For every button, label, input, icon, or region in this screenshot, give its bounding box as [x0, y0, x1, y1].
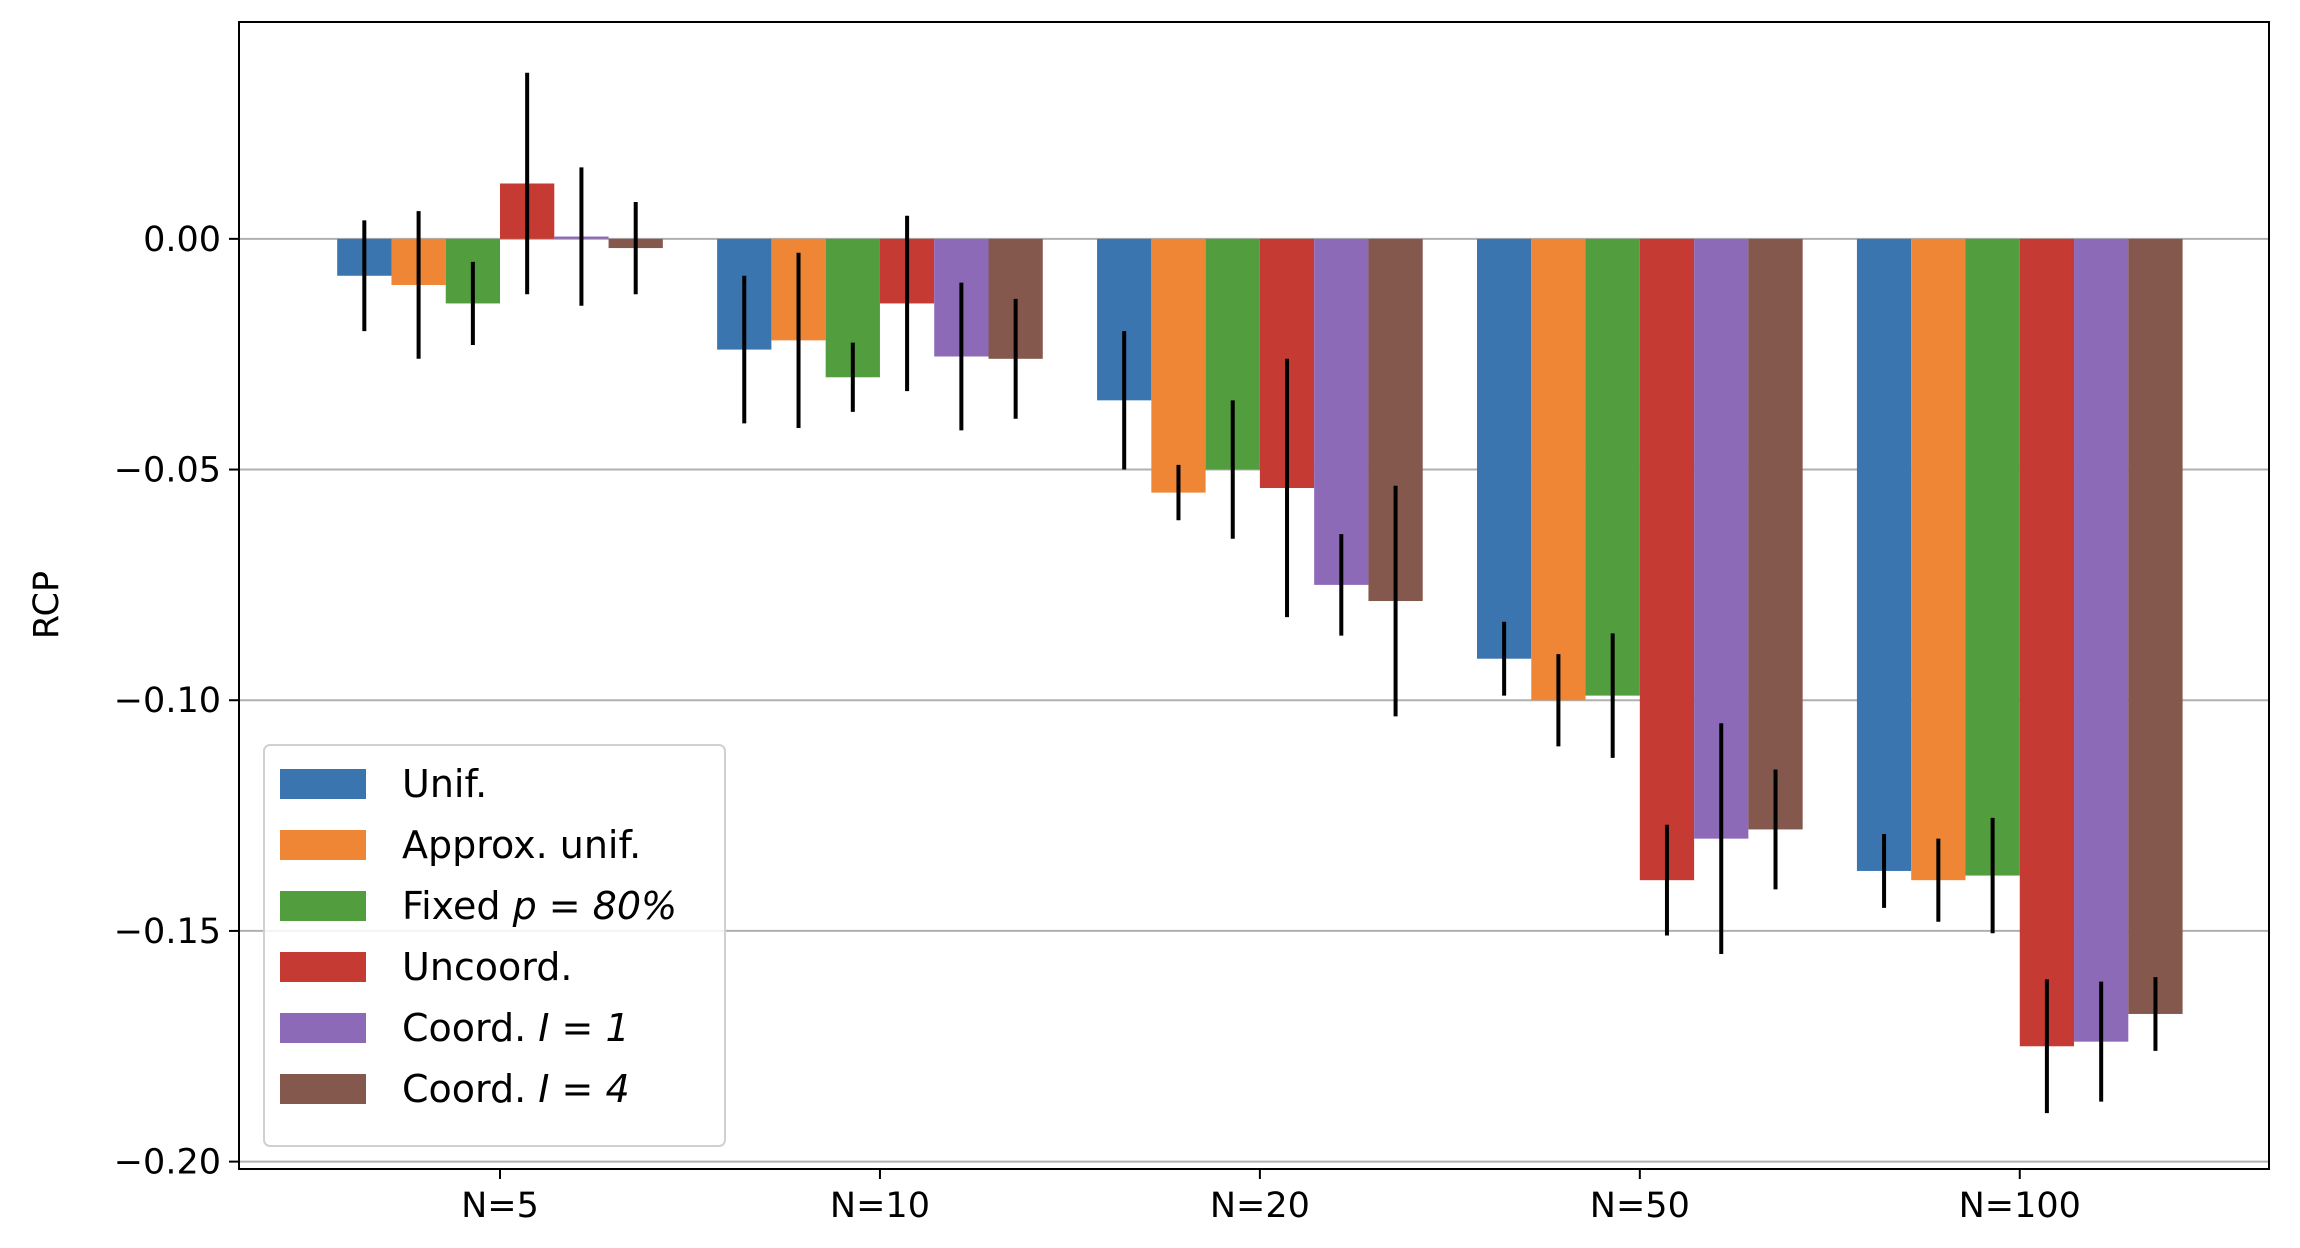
x-tick-label: N=10: [830, 1186, 930, 1226]
y-tick-label: −0.05: [114, 451, 221, 491]
legend-box: [263, 744, 726, 1147]
bar: [2128, 238, 2183, 1014]
y-tick-label: −0.15: [114, 912, 221, 952]
bar: [2074, 238, 2129, 1042]
legend-swatch: [280, 1074, 366, 1104]
x-tick-label: N=20: [1210, 1186, 1310, 1226]
legend-label: Uncoord.: [402, 945, 572, 989]
legend-swatch: [280, 769, 366, 799]
bar: [1585, 238, 1640, 696]
bar: [1748, 238, 1803, 830]
y-tick-label: 0.00: [143, 220, 221, 260]
legend-label: Coord. I = 1: [402, 1006, 630, 1050]
plot-frame: [238, 21, 2270, 1170]
x-tick-label: N=100: [1959, 1186, 2081, 1226]
legend-label: Unif.: [402, 762, 487, 806]
y-axis-label: RCP: [27, 571, 67, 639]
bar: [1476, 238, 1532, 659]
legend-swatch: [280, 891, 366, 921]
bar: [1531, 238, 1586, 701]
bars: [337, 183, 2183, 1047]
bar: [1965, 238, 2020, 876]
legend-label: Fixed p = 80%: [402, 884, 677, 928]
y-axis: 0.00 −0.05 −0.10 −0.15 −0.20: [114, 220, 239, 1183]
bar: [1314, 238, 1369, 585]
error-bars: [362, 72, 2158, 1114]
legend-swatch: [280, 1013, 366, 1043]
x-tick-label: N=5: [461, 1186, 539, 1226]
bar: [1911, 238, 1966, 881]
bar: [1856, 238, 1912, 871]
bar: [1639, 238, 1695, 881]
legend-label: Coord. I = 4: [402, 1067, 630, 1111]
x-axis: N=5 N=10 N=20 N=50 N=100: [461, 1169, 2081, 1226]
bar: [1151, 238, 1206, 493]
legend-swatch: [280, 952, 366, 982]
legend-swatch: [280, 830, 366, 860]
bar: [2019, 238, 2075, 1047]
y-tick-label: −0.20: [114, 1143, 221, 1183]
x-tick-label: N=50: [1590, 1186, 1690, 1226]
legend-label: Approx. unif.: [402, 823, 641, 867]
legend: Unif. Approx. unif. Fixed p = 80% Uncoord. C…: [263, 744, 726, 1147]
y-tick-label: −0.10: [114, 681, 221, 721]
